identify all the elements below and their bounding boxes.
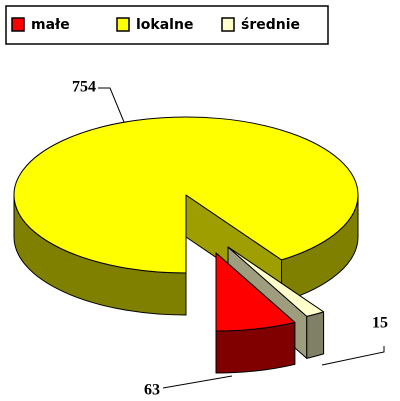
value-label: 63 bbox=[144, 382, 160, 399]
slice bbox=[13, 116, 359, 316]
legend-label: średnie bbox=[241, 17, 300, 33]
value-label: 754 bbox=[72, 79, 96, 96]
legend: małe lokalne średnie bbox=[11, 17, 300, 33]
legend-swatch bbox=[116, 17, 130, 32]
legend-swatch bbox=[11, 17, 25, 32]
legend-box bbox=[5, 5, 329, 45]
leader-line bbox=[321, 346, 385, 366]
slice bbox=[215, 252, 296, 374]
legend-swatch bbox=[221, 17, 235, 32]
value-labels: 63 754 15 bbox=[72, 79, 388, 399]
legend-label: małe bbox=[31, 17, 70, 33]
slice-side bbox=[306, 311, 325, 359]
slice-top bbox=[227, 246, 325, 317]
leader-line bbox=[162, 375, 233, 389]
legend-label: lokalne bbox=[136, 17, 193, 33]
slice-top bbox=[13, 116, 359, 274]
slice-top bbox=[215, 252, 296, 332]
leader-line bbox=[98, 87, 125, 123]
pie bbox=[13, 116, 359, 374]
value-label: 15 bbox=[372, 315, 388, 332]
